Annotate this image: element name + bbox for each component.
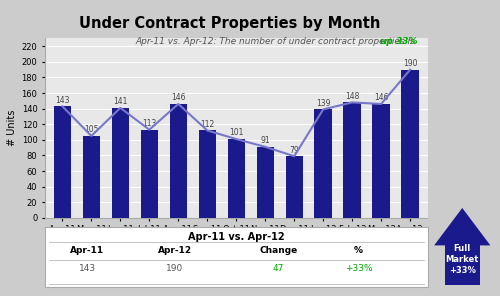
Bar <box>314 110 332 218</box>
Polygon shape <box>434 208 490 245</box>
Text: up 33%: up 33% <box>380 37 418 46</box>
Text: 143: 143 <box>55 96 70 105</box>
Text: Apr-11 vs. Apr-12: The number of under contract properties is: Apr-11 vs. Apr-12: The number of under c… <box>135 37 418 46</box>
Text: 146: 146 <box>171 94 186 102</box>
Text: 113: 113 <box>142 119 156 128</box>
Text: 139: 139 <box>316 99 330 108</box>
Text: 47: 47 <box>272 264 284 274</box>
Text: Under Contract Properties by Month: Under Contract Properties by Month <box>80 16 380 31</box>
Bar <box>198 131 216 218</box>
Bar <box>54 106 71 218</box>
FancyBboxPatch shape <box>45 227 428 287</box>
Bar <box>140 130 158 218</box>
Bar <box>256 147 274 218</box>
Text: 141: 141 <box>113 97 128 106</box>
Text: Apr-11 vs. Apr-12: Apr-11 vs. Apr-12 <box>188 232 284 242</box>
Text: Change: Change <box>259 247 298 255</box>
Bar <box>112 108 129 218</box>
Text: 101: 101 <box>229 128 244 137</box>
Text: 190: 190 <box>166 264 184 274</box>
Y-axis label: # Units: # Units <box>8 110 18 146</box>
Bar <box>344 102 361 218</box>
Bar <box>228 139 245 218</box>
Text: +33%: +33% <box>345 264 372 274</box>
Bar <box>372 104 390 218</box>
Text: 143: 143 <box>78 264 96 274</box>
Text: 105: 105 <box>84 126 98 134</box>
Text: 148: 148 <box>345 92 360 101</box>
Text: %: % <box>354 247 363 255</box>
Text: Apr-12: Apr-12 <box>158 247 192 255</box>
Text: 190: 190 <box>403 59 417 68</box>
Text: 79: 79 <box>290 146 299 155</box>
Text: 91: 91 <box>260 136 270 145</box>
Text: Full
Market
+33%: Full Market +33% <box>446 244 479 275</box>
FancyBboxPatch shape <box>445 240 480 285</box>
Bar <box>82 136 100 218</box>
Bar <box>170 104 187 218</box>
Bar <box>402 70 419 218</box>
Bar <box>286 156 303 218</box>
Text: 112: 112 <box>200 120 214 129</box>
Text: Apr-11: Apr-11 <box>70 247 104 255</box>
Text: 146: 146 <box>374 94 388 102</box>
